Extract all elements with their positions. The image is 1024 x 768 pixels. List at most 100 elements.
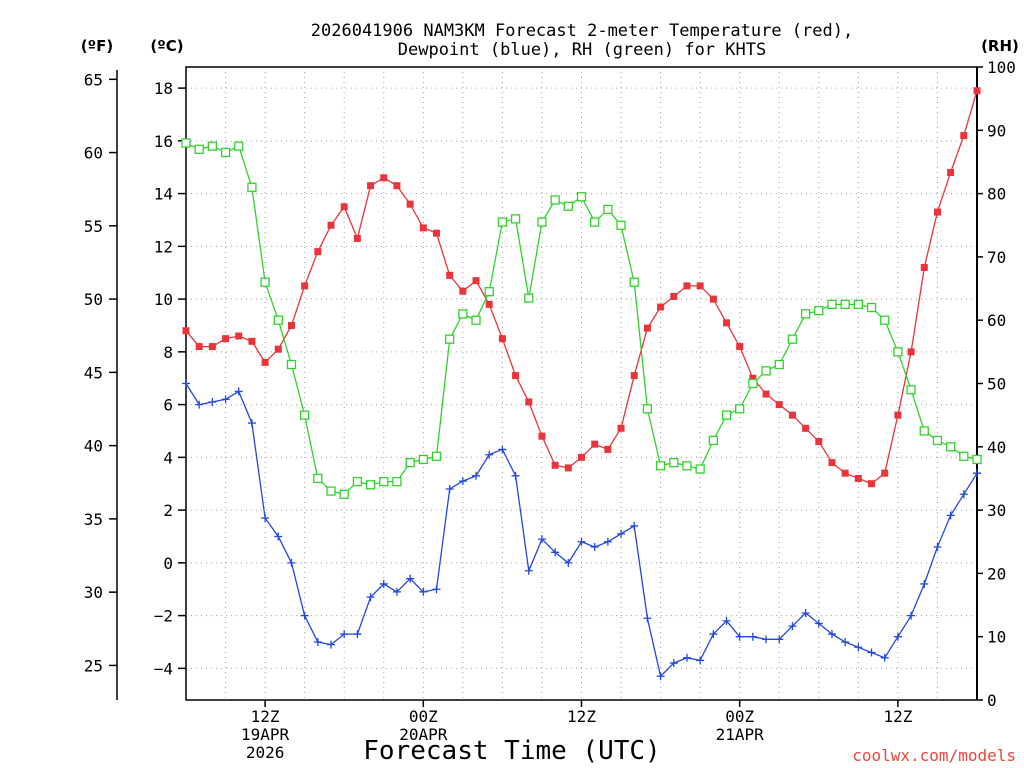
temperature-point xyxy=(683,282,691,290)
dewpoint-point xyxy=(682,653,691,662)
rh-unit-label: (RH) xyxy=(981,37,1019,55)
rh-tick-label: 40 xyxy=(987,438,1006,457)
dewpoint-point xyxy=(485,450,494,459)
dewpoint-point xyxy=(656,672,665,681)
temperature-point xyxy=(208,343,216,351)
temperature-point xyxy=(723,319,731,327)
rh-point xyxy=(234,141,244,151)
temperature-point xyxy=(195,343,203,351)
temperature-point xyxy=(933,208,941,216)
dewpoint-point xyxy=(643,614,652,623)
temperature-point xyxy=(881,469,889,477)
rh-point xyxy=(932,435,943,446)
rh-point xyxy=(616,220,626,230)
temperature-point xyxy=(301,282,309,290)
temperature-point xyxy=(261,358,269,366)
fahrenheit-tick-label: 65 xyxy=(84,70,103,89)
temperature-point xyxy=(380,174,388,182)
celsius-tick-label: 16 xyxy=(154,132,173,151)
temperature-point xyxy=(960,132,968,140)
rh-point xyxy=(682,461,692,471)
dewpoint-point xyxy=(419,587,428,596)
x-tick-label: 20APR xyxy=(399,725,448,744)
rh-point xyxy=(919,426,929,436)
rh-tick-label: 80 xyxy=(987,185,1006,204)
rh-point xyxy=(379,476,389,487)
rh-point xyxy=(563,201,573,211)
dewpoint-point xyxy=(353,630,362,639)
dewpoint-point xyxy=(274,532,283,541)
dewpoint-point xyxy=(617,529,626,538)
temperature-point xyxy=(459,287,467,295)
x-tick-label: 21APR xyxy=(716,725,765,744)
dewpoint-point xyxy=(511,471,520,480)
rh-point xyxy=(392,476,402,487)
dewpoint-point xyxy=(880,653,889,662)
grid-layer xyxy=(186,67,977,700)
rh-tick-label: 90 xyxy=(987,121,1006,140)
temperature-point xyxy=(815,438,823,446)
temperature-point xyxy=(854,474,862,482)
dewpoint-point xyxy=(590,543,599,552)
temperature-point xyxy=(749,374,757,382)
dewpoint-point xyxy=(458,477,467,486)
x-tick-label: 19APR xyxy=(241,725,290,744)
dewpoint-point xyxy=(524,566,533,575)
rh-point xyxy=(669,457,679,468)
rh-point xyxy=(748,378,758,389)
series-layer xyxy=(181,87,982,681)
dewpoint-point xyxy=(261,514,270,523)
rh-point xyxy=(761,366,771,376)
temperature-point xyxy=(907,348,915,356)
x-tick-label: 00Z xyxy=(725,707,754,726)
rh-point xyxy=(695,464,705,474)
rh-tick-label: 70 xyxy=(987,248,1006,267)
credit-text: coolwx.com/models xyxy=(852,746,1016,765)
rh-point xyxy=(524,293,534,303)
rh-point xyxy=(787,334,798,344)
rh-tick-label: 60 xyxy=(987,311,1006,330)
plot-frame xyxy=(185,66,978,701)
temperature-point xyxy=(485,300,493,308)
rh-point xyxy=(550,195,560,205)
rh-point xyxy=(840,299,850,310)
dewpoint-point xyxy=(498,445,507,454)
x-tick-label: 12Z xyxy=(251,707,280,726)
dewpoint-point xyxy=(907,611,916,620)
dewpoint-point xyxy=(182,379,190,388)
temperature-point xyxy=(314,248,322,256)
rh-tick-label: 30 xyxy=(987,501,1006,520)
temperature-point xyxy=(617,424,625,432)
temperature-point xyxy=(235,332,243,340)
rh-point xyxy=(853,299,863,310)
axes-layer: 25 30 35 40 45 50 55 60 65 −4 −2 0 2 4 6 8 10 12 14 16 18 0 10… xyxy=(84,58,1016,762)
x-tick-label: 00Z xyxy=(409,707,438,726)
dewpoint-point xyxy=(867,648,876,657)
rh-point xyxy=(880,315,890,325)
celsius-tick-label: −4 xyxy=(154,659,173,678)
dewpoint-point xyxy=(445,485,454,493)
dewpoint-point xyxy=(696,656,705,665)
temperature-point xyxy=(274,345,282,353)
celsius-tick-label: 0 xyxy=(163,554,173,573)
rh-point xyxy=(866,302,877,313)
temperature-point xyxy=(894,411,902,419)
dewpoint-point xyxy=(959,490,968,499)
dewpoint-point xyxy=(735,632,744,641)
x-tick-label: 12Z xyxy=(883,707,912,726)
rh-point xyxy=(629,277,639,287)
temperature-point xyxy=(762,390,770,398)
dewpoint-point xyxy=(195,400,204,409)
celsius-tick-label: 12 xyxy=(154,237,173,256)
temperature-point xyxy=(472,277,480,285)
dewpoint-point xyxy=(920,579,929,588)
dewpoint-point xyxy=(406,574,415,583)
rh-point xyxy=(471,315,481,325)
temperature-point xyxy=(564,464,572,472)
temperature-point xyxy=(353,234,361,242)
temperature-point xyxy=(406,200,414,208)
series-rh xyxy=(181,138,982,499)
celsius-tick-label: 10 xyxy=(154,290,173,309)
temperature-point xyxy=(340,203,348,211)
rh-point xyxy=(576,192,587,202)
